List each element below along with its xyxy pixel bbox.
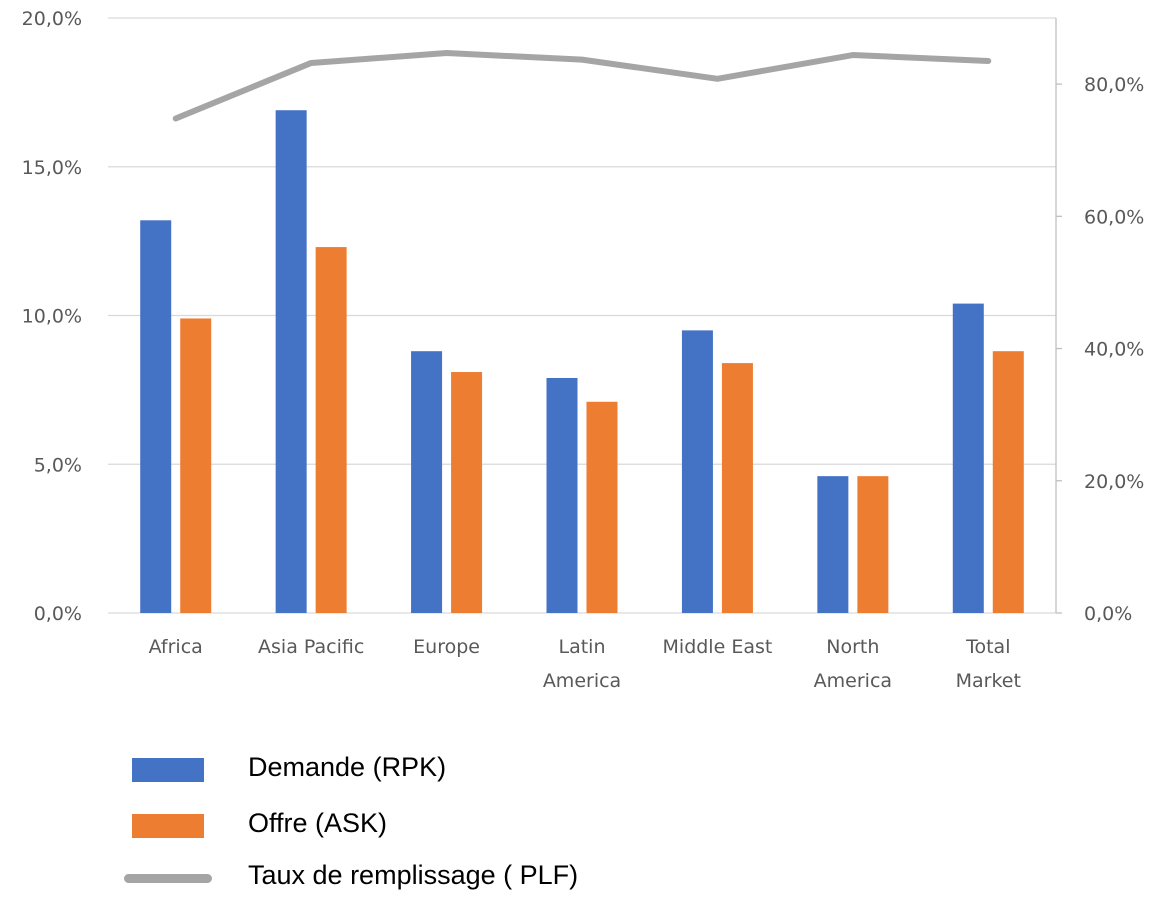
category-labels: Africa Asia Pacific Europe Latin America Midd… xyxy=(149,636,1021,692)
left-tick-label: 10,0% xyxy=(22,306,82,328)
bar-rpk xyxy=(275,110,307,613)
legend-label-rpk: Demande (RPK) xyxy=(248,752,447,782)
bar-ask xyxy=(992,351,1024,613)
bars xyxy=(140,110,1024,614)
legend-item-plf: Taux de remplissage ( PLF) xyxy=(0,858,800,898)
category-label: Asia Pacific xyxy=(258,636,364,658)
left-tick-label: 0,0% xyxy=(34,603,82,625)
bar-rpk xyxy=(681,330,713,613)
left-axis: 0,0% 5,0% 10,0% 15,0% 20,0% xyxy=(22,8,82,625)
bar-rpk xyxy=(546,377,578,613)
bar-rpk xyxy=(817,476,849,613)
bar-ask xyxy=(857,476,889,613)
bar-ask xyxy=(451,372,483,613)
legend-item-rpk: Demande (RPK) xyxy=(0,750,800,790)
right-tick-label: 40,0% xyxy=(1084,339,1144,361)
category-label: Africa xyxy=(149,636,203,658)
category-label: North America xyxy=(814,636,892,692)
legend-item-ask: Offre (ASK) xyxy=(0,806,800,846)
category-label: Middle East xyxy=(663,636,773,658)
left-tick-label: 5,0% xyxy=(34,454,82,476)
category-label: Latin America xyxy=(543,636,621,692)
left-tick-label: 15,0% xyxy=(22,157,82,179)
bar-rpk xyxy=(952,303,984,613)
category-label: Total Market xyxy=(956,636,1021,692)
right-tick-label: 60,0% xyxy=(1084,206,1144,228)
right-tick-label: 80,0% xyxy=(1084,74,1144,96)
right-tick-label: 0,0% xyxy=(1084,603,1132,625)
bar-ask xyxy=(586,401,618,613)
bar-rpk xyxy=(140,220,172,614)
legend-swatch-rpk xyxy=(132,758,204,782)
legend-label-ask: Offre (ASK) xyxy=(248,808,388,838)
gridlines xyxy=(108,17,1056,614)
right-axis: 0,0% 20,0% 40,0% 60,0% 80,0% xyxy=(1055,18,1144,625)
legend-label-plf: Taux de remplissage ( PLF) xyxy=(248,860,579,890)
legend-swatch-plf xyxy=(124,874,212,883)
chart: 0,0% 5,0% 10,0% 15,0% 20,0% 0,0% 20,0% 40,0% 60… xyxy=(22,8,1145,692)
plf-line xyxy=(172,50,992,122)
right-tick-label: 20,0% xyxy=(1084,471,1144,493)
legend-swatch-ask xyxy=(132,814,204,838)
bar-ask xyxy=(315,247,347,613)
bar-ask xyxy=(721,363,753,613)
legend: Demande (RPK) Offre (ASK) Taux de rempli… xyxy=(0,740,1156,898)
bar-ask xyxy=(180,318,212,613)
series-line-plf xyxy=(172,50,992,122)
bar-rpk xyxy=(411,351,443,613)
left-tick-label: 20,0% xyxy=(22,8,82,30)
category-label: Europe xyxy=(413,636,480,658)
